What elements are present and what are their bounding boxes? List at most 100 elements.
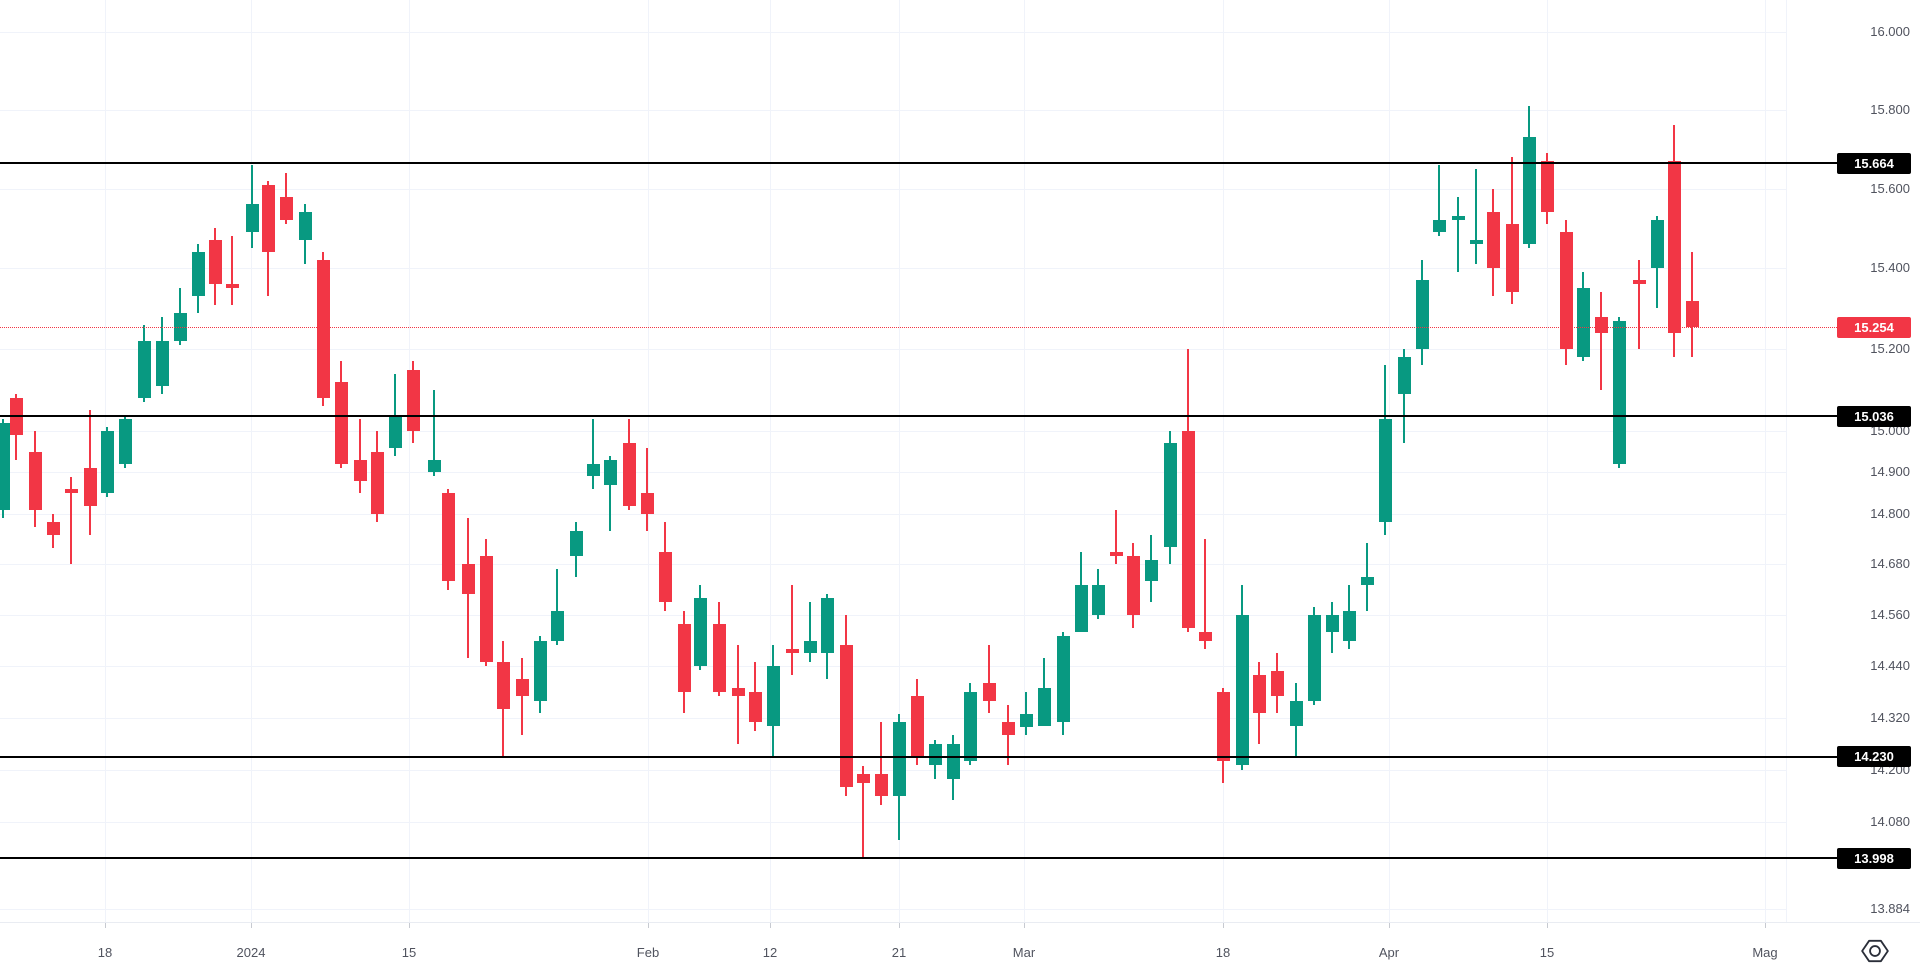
candle-wick xyxy=(556,568,558,645)
candle-up xyxy=(551,610,564,641)
candle-up xyxy=(1308,615,1321,701)
candle-down xyxy=(1217,692,1230,762)
price-axis-label: 14.440 xyxy=(1870,658,1910,674)
candle-wick xyxy=(521,657,523,736)
candle-up xyxy=(389,414,402,448)
candle-down xyxy=(713,623,726,692)
horizontal-gridline xyxy=(0,666,1786,668)
candle-up xyxy=(101,431,114,494)
price-level-line[interactable] xyxy=(0,162,1837,165)
candle-up xyxy=(1092,585,1105,616)
candle-up xyxy=(1651,220,1664,269)
time-axis-tick xyxy=(1389,923,1390,928)
candle-down xyxy=(623,443,636,506)
price-axis-label: 14.320 xyxy=(1870,709,1910,725)
candle-wick xyxy=(609,455,611,531)
candle-up xyxy=(138,341,151,399)
candle-down xyxy=(911,696,924,757)
candle-wick xyxy=(1438,164,1440,237)
price-axis-label: 15.400 xyxy=(1870,260,1910,276)
time-axis-tick xyxy=(1223,923,1224,928)
candle-down xyxy=(1127,555,1140,616)
time-axis-label: 21 xyxy=(891,945,907,960)
candle-wick xyxy=(880,722,882,805)
vertical-gridline xyxy=(409,0,410,922)
candle-down xyxy=(857,774,870,783)
candle-down xyxy=(317,260,330,399)
time-axis-tick xyxy=(409,923,410,928)
candle-wick xyxy=(791,585,793,675)
price-level-line[interactable] xyxy=(0,415,1837,418)
vertical-gridline xyxy=(251,0,252,922)
candle-wick xyxy=(988,644,990,714)
candle-wick xyxy=(809,602,811,662)
candle-wick xyxy=(1115,509,1117,565)
horizontal-gridline xyxy=(0,349,1786,351)
candle-down xyxy=(497,662,510,710)
candle-down xyxy=(840,644,853,788)
candle-up xyxy=(174,312,187,341)
candle-up xyxy=(1361,577,1374,586)
candle-up xyxy=(604,459,617,485)
time-axis-label: Apr xyxy=(1378,945,1400,960)
price-axis-label: 14.900 xyxy=(1870,464,1910,480)
price-axis-label: 15.200 xyxy=(1870,341,1910,357)
candle-up xyxy=(0,422,10,510)
candle-up xyxy=(1433,220,1446,233)
last-price-line xyxy=(0,327,1837,329)
time-axis-tick xyxy=(770,923,771,928)
candle-down xyxy=(1595,316,1608,333)
price-axis-label: 14.800 xyxy=(1870,506,1910,521)
time-axis-tick xyxy=(648,923,649,928)
candle-wick xyxy=(1403,349,1405,444)
price-axis-label: 15.000 xyxy=(1870,423,1910,438)
candle-up xyxy=(1416,280,1429,350)
price-axis[interactable]: 16.000 15.800 15.600 15.400 15.200 15.000 14.9… xyxy=(1786,0,1920,922)
horizontal-gridline xyxy=(0,514,1786,515)
candle-down xyxy=(1560,232,1573,350)
candle-down xyxy=(1541,160,1554,213)
candle-up xyxy=(1038,687,1051,727)
vertical-gridline xyxy=(899,0,900,922)
candle-wick xyxy=(1204,539,1206,650)
candle-up xyxy=(1398,357,1411,395)
time-axis-label: 18 xyxy=(1215,945,1231,960)
candle-down xyxy=(732,687,745,697)
candle-up xyxy=(1164,443,1177,548)
time-axis[interactable]: 18 2024 15 Feb 12 21 Mar 18 Apr 15 Mag xyxy=(0,922,1920,970)
candle-up xyxy=(767,666,780,727)
price-axis-label: 14.680 xyxy=(1870,556,1910,572)
horizontal-gridline xyxy=(0,615,1786,617)
candle-down xyxy=(371,451,384,514)
candle-down xyxy=(462,564,475,594)
time-axis-label: Feb xyxy=(636,945,660,960)
price-level-line[interactable] xyxy=(0,755,1837,758)
candle-down xyxy=(659,551,672,603)
candle-down xyxy=(1506,224,1519,293)
candle-down xyxy=(262,184,275,253)
price-level-badge: 13.998 xyxy=(1837,847,1911,869)
candle-up xyxy=(964,692,977,762)
candle-down xyxy=(29,451,42,510)
candle-up xyxy=(246,204,259,233)
gear-icon[interactable] xyxy=(1860,938,1890,964)
time-axis-label: 15 xyxy=(401,945,417,960)
candle-wick xyxy=(592,418,594,489)
time-axis-label: Mag xyxy=(1752,945,1778,960)
candle-up xyxy=(1470,240,1483,245)
candle-wick xyxy=(1638,260,1640,350)
price-level-line[interactable] xyxy=(0,857,1837,860)
candle-wick xyxy=(646,447,648,531)
price-axis-label: 15.800 xyxy=(1870,101,1910,117)
vertical-gridline xyxy=(648,0,649,922)
candle-down xyxy=(516,679,529,697)
candle-down xyxy=(47,522,60,535)
vertical-gridline xyxy=(1765,0,1766,922)
candle-down xyxy=(875,774,888,796)
candle-down xyxy=(1182,431,1195,628)
price-axis-label: 14.080 xyxy=(1870,814,1910,830)
candle-down xyxy=(226,284,239,289)
candle-wick xyxy=(1007,704,1009,766)
